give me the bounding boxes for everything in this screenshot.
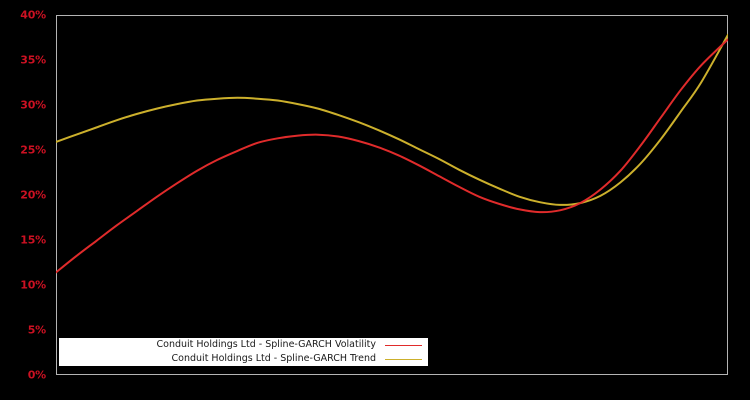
y-tick-label: 5% [27,323,46,337]
legend-label-volatility: Conduit Holdings Ltd - Spline-GARCH Vola… [156,339,377,350]
legend-swatch-volatility [385,344,422,346]
y-tick-label: 20% [20,188,46,202]
plot-frame [56,15,728,375]
y-tick-label: 0% [27,368,46,382]
series-layer [56,33,728,274]
legend: Conduit Holdings Ltd - Spline-GARCH Vola… [59,338,428,366]
y-tick-label: 30% [20,98,46,112]
series-line-volatility [56,38,728,274]
y-tick-label: 15% [20,233,46,247]
y-tick-label: 25% [20,143,46,157]
plot-area [56,33,728,274]
legend-entry-volatility: Conduit Holdings Ltd - Spline-GARCH Vola… [59,338,428,352]
series-line-trend [56,33,728,206]
y-tick-label: 10% [20,278,46,292]
y-tick-label: 35% [20,53,46,67]
y-axis: 0% 5% 10% 15% 20% 25% 30% 35% 40% [0,0,50,400]
legend-label-trend: Conduit Holdings Ltd - Spline-GARCH Tren… [171,353,376,364]
legend-swatch-trend [385,358,422,360]
legend-entry-trend: Conduit Holdings Ltd - Spline-GARCH Tren… [59,352,428,366]
y-tick-label: 40% [20,8,46,22]
